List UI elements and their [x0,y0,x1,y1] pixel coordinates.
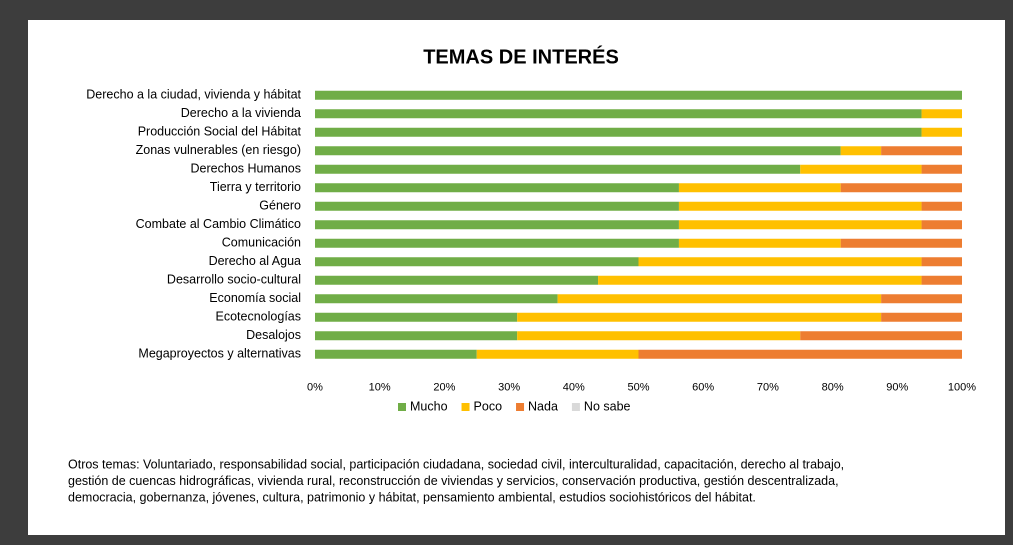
x-tick-label: 10% [369,381,391,393]
bar-segment [921,201,962,211]
x-tick-label: 80% [822,381,844,393]
y-tick-label: Combate al Cambio Climático [136,217,301,231]
y-tick-label: Derecho al Agua [209,254,301,268]
bar-segment [921,257,962,267]
y-tick-label: Derechos Humanos [191,162,301,176]
bar-segment [598,275,922,285]
x-tick-label: 50% [627,381,649,393]
bar-segment [476,349,639,359]
x-tick-label: 60% [692,381,714,393]
bar-segment [557,294,882,304]
bar-segment [315,257,639,267]
bar-segment [638,257,922,267]
y-tick-label: Zonas vulnerables (en riesgo) [136,143,301,157]
x-tick-label: 70% [757,381,779,393]
legend-label: Nada [528,399,558,413]
y-tick-label: Desalojos [246,328,301,342]
bar-segment [678,238,841,248]
bar-segment [921,164,962,174]
bar-segment [921,275,962,285]
bar-segment [315,275,599,285]
legend-swatch [516,403,525,411]
bar-segment [315,201,679,211]
x-tick-label: 100% [948,381,976,393]
y-tick-label: Desarrollo socio-cultural [167,273,301,287]
bar-segment [315,238,679,248]
legend-swatch [461,403,470,411]
y-tick-label: Género [259,199,301,213]
y-tick-label: Comunicación [222,236,301,250]
x-tick-label: 90% [886,381,908,393]
y-tick-label: Megaproyectos y alternativas [138,347,301,361]
bar-segment [315,220,679,230]
bar-segment [517,312,882,322]
x-tick-label: 40% [563,381,585,393]
bar-segment [315,164,801,174]
y-tick-label: Tierra y territorio [210,180,301,194]
bar-segment [881,146,962,156]
legend-swatch [398,403,406,411]
legend-label: No sabe [584,399,631,413]
bar-segment [315,146,841,156]
x-tick-label: 0% [307,381,323,393]
bar-segment [921,127,962,137]
bar-segment [881,312,962,322]
y-tick-label: Producción Social del Hábitat [138,125,302,139]
bar-segment [678,201,922,211]
bar-segment [800,164,922,174]
chart-title: TEMAS DE INTERÉS [423,45,619,68]
bar-segment [315,312,518,322]
y-tick-label: Derecho a la vivienda [181,106,301,120]
bar-segment [921,220,962,230]
bar-segment [315,127,922,137]
x-tick-label: 20% [433,381,455,393]
bar-segment [840,146,882,156]
note-line: democracia, gobernanza, jóvenes, cultura… [68,490,756,504]
legend-swatch [571,403,580,411]
bar-segment [315,90,962,100]
bar-segment [315,294,558,304]
note-line: gestión de cuencas hidrográficas, vivien… [68,474,839,488]
note-line: Otros temas: Voluntariado, responsabilid… [68,457,844,471]
bar-segment [638,349,962,359]
x-tick-label: 30% [498,381,520,393]
y-tick-label: Ecotecnologías [216,310,301,324]
bar-segment [678,183,841,193]
bar-segment [840,238,962,248]
bar-segment [881,294,962,304]
legend-label: Mucho [410,399,448,413]
bar-segment [315,349,477,359]
y-tick-label: Derecho a la ciudad, vivienda y hábitat [86,88,301,102]
bar-segment [921,109,962,119]
bar-segment [840,183,962,193]
bar-segment [678,220,922,230]
bar-segment [800,331,962,341]
bar-segment [315,183,679,193]
legend-label: Poco [474,399,503,413]
bar-segment [315,109,922,119]
y-tick-label: Economía social [209,291,301,305]
bar-segment [517,331,801,341]
bar-segment [315,331,518,341]
